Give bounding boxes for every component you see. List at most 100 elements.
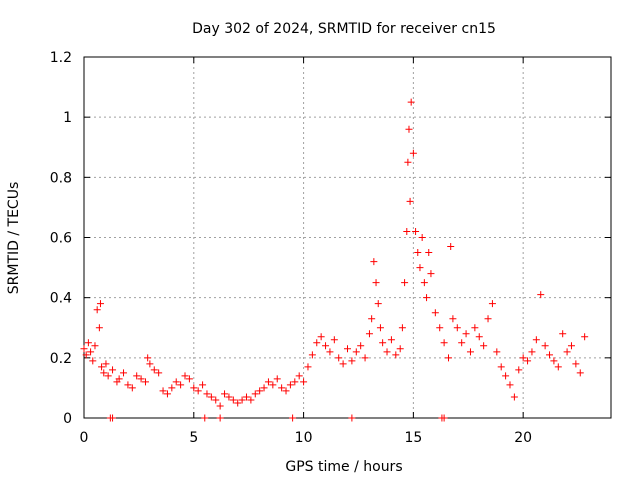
data-point <box>221 390 229 398</box>
data-point <box>98 363 106 371</box>
data-point <box>425 249 433 257</box>
data-point <box>449 315 457 323</box>
data-point <box>238 396 246 404</box>
data-point <box>269 381 277 389</box>
data-point <box>317 333 325 341</box>
data-point <box>453 324 461 332</box>
data-point <box>497 363 505 371</box>
data-point <box>80 345 88 353</box>
data-point <box>420 279 428 287</box>
data-point <box>234 399 242 407</box>
data-point <box>203 390 211 398</box>
data-point <box>247 396 255 404</box>
data-point <box>480 342 488 350</box>
data-point <box>447 243 455 251</box>
data-point <box>515 366 523 374</box>
x-tick-label: 5 <box>189 430 198 446</box>
data-point <box>423 294 431 302</box>
data-point <box>404 158 412 166</box>
data-point <box>519 354 527 362</box>
data-point <box>416 264 424 272</box>
data-point <box>528 348 536 356</box>
data-point <box>471 324 479 332</box>
data-point <box>335 354 343 362</box>
data-point <box>168 384 176 392</box>
data-point <box>89 357 97 365</box>
data-point <box>251 390 259 398</box>
data-point <box>225 393 233 401</box>
data-point <box>278 384 286 392</box>
data-point <box>409 149 417 157</box>
data-point <box>436 324 444 332</box>
data-point <box>100 369 108 377</box>
data-point <box>144 354 152 362</box>
data-point <box>155 369 163 377</box>
data-point <box>207 393 215 401</box>
data-point <box>133 372 141 380</box>
data-point <box>146 360 154 368</box>
plot-frame <box>83 56 612 419</box>
data-point <box>445 354 453 362</box>
data-point <box>82 351 90 359</box>
data-point <box>264 378 272 386</box>
data-point <box>412 227 420 235</box>
data-point <box>348 414 356 422</box>
data-point <box>418 234 426 241</box>
data-point <box>87 348 95 356</box>
data-point <box>506 381 514 389</box>
data-point <box>273 375 281 383</box>
axis-ticks: 0 0.2 0.4 0.6 0.8 1 1.2 0 5 10 15 20 <box>50 50 611 446</box>
y-tick-label: 0.4 <box>50 291 72 307</box>
data-point <box>190 384 198 392</box>
data-point <box>201 414 209 422</box>
data-point <box>563 348 571 356</box>
data-point <box>291 378 299 386</box>
data-point <box>581 333 589 341</box>
data-point <box>330 336 338 344</box>
data-point <box>289 414 297 422</box>
data-point <box>396 345 404 353</box>
data-point <box>524 357 532 365</box>
data-point <box>91 342 99 350</box>
data-point <box>365 330 373 338</box>
data-point <box>572 360 580 368</box>
data-point <box>95 324 103 332</box>
data-point <box>115 375 123 383</box>
data-point <box>406 197 414 205</box>
y-tick-label: 0.8 <box>50 170 72 186</box>
data-point <box>194 387 202 395</box>
data-point <box>502 372 510 380</box>
grid-lines <box>84 57 611 418</box>
data-point <box>104 372 112 380</box>
data-point <box>440 414 448 422</box>
data-point <box>488 300 496 308</box>
data-point <box>181 372 189 380</box>
data-point <box>374 300 382 308</box>
x-tick-label: 10 <box>295 430 313 446</box>
data-point <box>361 354 369 362</box>
data-point <box>392 351 400 359</box>
data-point <box>326 348 334 356</box>
data-point <box>282 387 290 395</box>
data-point <box>368 315 376 323</box>
data-point <box>550 357 558 365</box>
data-point <box>322 342 330 350</box>
data-point <box>109 366 117 374</box>
data-point <box>260 384 268 392</box>
data-point <box>475 333 483 341</box>
data-point <box>216 414 224 422</box>
data-point <box>339 360 347 368</box>
data-point <box>532 336 540 344</box>
data-point <box>554 363 562 371</box>
y-axis-label: SRMTID / TECUs <box>6 182 22 295</box>
y-tick-label: 0.6 <box>50 231 72 247</box>
data-point <box>559 330 567 338</box>
data-point <box>431 309 439 317</box>
data-point <box>546 351 554 359</box>
data-point <box>300 378 308 386</box>
data-point <box>120 369 128 377</box>
data-point <box>295 372 303 380</box>
data-point <box>150 366 158 374</box>
data-point <box>177 381 185 389</box>
data-point <box>401 279 409 287</box>
